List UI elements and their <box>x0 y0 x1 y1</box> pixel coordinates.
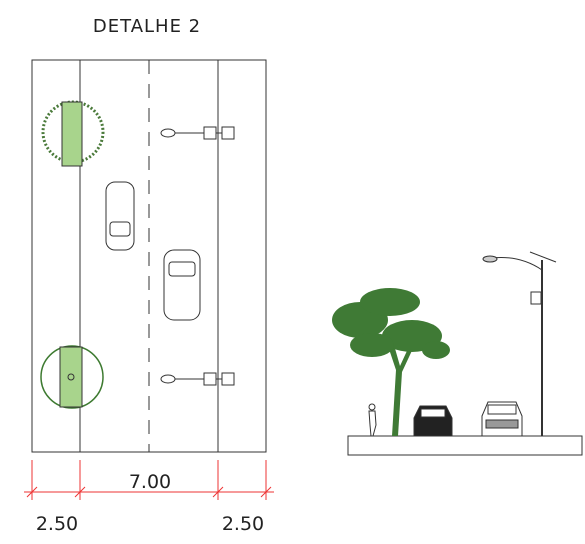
plan-view <box>31 59 267 453</box>
dimension-line <box>24 460 274 500</box>
tree-section <box>332 288 450 436</box>
ground <box>347 435 583 456</box>
car-plan <box>163 249 201 321</box>
car-section <box>481 401 523 437</box>
dimension-label: 2.50 <box>222 513 264 535</box>
lamp-plan <box>160 126 235 140</box>
car-plan <box>105 181 135 251</box>
title: DETALHE 2 <box>93 16 201 37</box>
tree-pit <box>59 346 83 408</box>
person <box>368 403 377 437</box>
car-window <box>109 221 131 237</box>
tree-pit <box>61 101 83 167</box>
tree-plan <box>40 345 104 409</box>
tree-trunk <box>67 373 75 381</box>
dimension-label: 2.50 <box>36 513 78 535</box>
car-section <box>413 405 453 437</box>
section-view <box>332 251 583 456</box>
dimension-label: 7.00 <box>129 471 171 493</box>
lamp-plan <box>160 372 235 386</box>
street-lamp-section <box>482 251 557 436</box>
car-window <box>168 261 196 277</box>
